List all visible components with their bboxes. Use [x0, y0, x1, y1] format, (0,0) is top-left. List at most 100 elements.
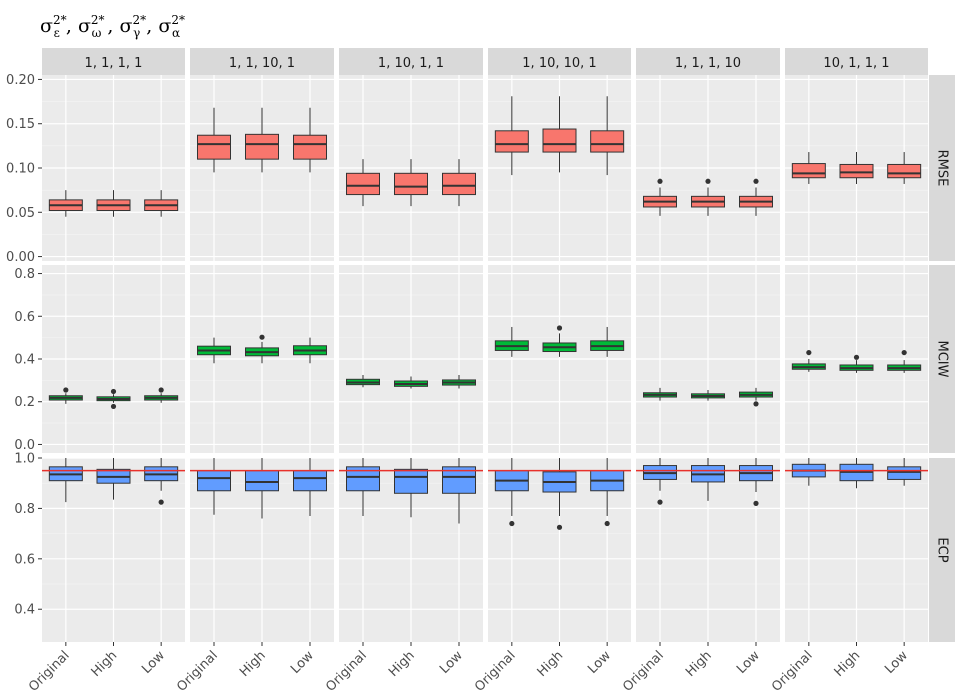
outlier-point — [901, 349, 907, 356]
x-tick-label: Low — [734, 648, 763, 677]
facet-strip-column — [785, 48, 928, 75]
box-iqr — [791, 163, 826, 179]
outlier-point — [806, 349, 812, 356]
x-tick-label: Low — [585, 648, 614, 677]
box-iqr — [293, 470, 327, 492]
box-iqr — [542, 128, 577, 153]
x-tick-label: Low — [882, 648, 911, 677]
boxplot-high — [839, 152, 874, 184]
x-tick-label: Low — [288, 648, 317, 677]
title-separator: , — [107, 15, 119, 37]
boxplot-high — [691, 458, 725, 501]
x-tick-label: Original — [769, 648, 816, 695]
boxplot-original — [791, 349, 826, 372]
x-tick-label: Original — [174, 648, 221, 695]
y-tick-label: 0.8 — [14, 502, 35, 517]
outlier-point — [556, 524, 563, 530]
title-subscript: ω — [92, 26, 102, 40]
boxplot-original — [643, 387, 677, 401]
facet-strip-row — [929, 75, 955, 261]
boxplot-high — [245, 107, 279, 173]
box-iqr — [442, 172, 476, 196]
title-symbol: σ — [158, 15, 171, 37]
boxplot-low — [442, 375, 476, 389]
outlier-point — [556, 325, 563, 331]
outlier-point — [705, 178, 711, 184]
boxplot-low — [590, 326, 625, 357]
boxplot-high — [839, 458, 874, 489]
x-tick-label: High — [683, 648, 715, 680]
outlier-point — [657, 499, 663, 505]
boxplot-original — [791, 152, 826, 184]
boxplot-low — [590, 458, 625, 527]
x-tick-label: High — [89, 648, 121, 680]
boxplot-original — [197, 337, 231, 364]
facet-strip-column — [488, 48, 631, 75]
y-tick-label: 0.15 — [6, 117, 35, 132]
y-tick-label: 0.6 — [14, 552, 35, 567]
outlier-point — [158, 387, 164, 393]
box-iqr — [887, 466, 922, 480]
outlier-point — [158, 499, 164, 505]
boxplot-original — [197, 107, 231, 173]
boxplot-low — [144, 387, 179, 403]
outlier-point — [259, 334, 265, 340]
box-iqr — [245, 470, 279, 492]
title-superscript: 2* — [53, 13, 67, 27]
boxplot-high — [691, 178, 725, 216]
boxplot-low — [887, 152, 922, 184]
outlier-point — [509, 520, 515, 527]
boxplot-original — [346, 375, 380, 388]
title-subscript: α — [172, 26, 180, 40]
outlier-point — [604, 520, 610, 527]
boxplot-high — [394, 458, 428, 518]
title-separator: , — [66, 15, 78, 37]
boxplot-high — [96, 458, 131, 500]
facet-strip-row — [929, 458, 955, 642]
x-tick-label: Original — [26, 648, 73, 695]
x-tick-label: Original — [620, 648, 667, 695]
outlier-point — [753, 178, 759, 184]
title-symbol: σ — [78, 15, 91, 37]
boxplot-original — [643, 458, 677, 505]
outlier-point — [657, 178, 663, 184]
facet-strip-label: 1, 10, 1, 1 — [378, 56, 444, 71]
box-iqr — [887, 163, 922, 179]
boxplot-original — [346, 458, 380, 516]
box-iqr — [494, 130, 529, 153]
boxplot-high — [542, 325, 577, 357]
boxplot-low — [739, 458, 773, 506]
box-iqr — [293, 134, 327, 160]
y-tick-label: 0.4 — [14, 603, 35, 618]
boxplot-high — [394, 376, 428, 389]
title-superscript: 2* — [91, 13, 105, 27]
facet-strip-label: 1, 1, 1, 1 — [85, 56, 143, 71]
boxplot-low — [442, 159, 476, 207]
outlier-point — [753, 401, 759, 407]
facet-strip-label: 1, 1, 10, 1 — [229, 56, 295, 71]
facet-strip-column — [190, 48, 334, 75]
facet-strip-row — [929, 265, 955, 453]
facet-row-label: ECP — [935, 537, 950, 562]
boxplot-low — [293, 107, 327, 173]
y-tick-label: 0.10 — [6, 162, 35, 177]
box-iqr — [197, 470, 231, 492]
boxplot-high — [96, 388, 131, 410]
box-iqr — [839, 163, 874, 179]
box-iqr — [590, 130, 625, 153]
x-tick-label: High — [535, 648, 567, 680]
boxplot-original — [494, 326, 529, 357]
y-tick-label: 0.05 — [6, 206, 35, 221]
boxplot-original — [643, 178, 677, 216]
boxplot-high — [542, 96, 577, 173]
x-tick-label: Low — [437, 648, 466, 677]
boxplot-high — [839, 354, 874, 373]
title-subscript: ε — [54, 26, 60, 40]
boxplot-low — [590, 96, 625, 176]
boxplot-low — [293, 337, 327, 364]
boxplot-low — [144, 190, 179, 217]
x-tick-label: Original — [472, 648, 519, 695]
title-subscript: γ — [133, 26, 140, 40]
facet-strip-label: 1, 10, 10, 1 — [522, 56, 596, 71]
